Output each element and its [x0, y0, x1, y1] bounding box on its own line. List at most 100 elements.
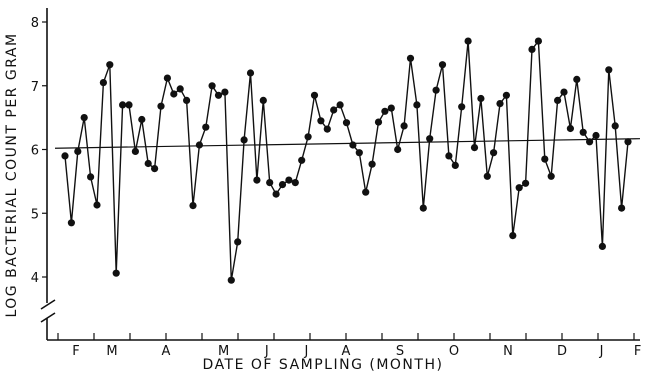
data-point	[509, 232, 517, 240]
data-point	[266, 179, 274, 187]
data-point	[362, 188, 370, 196]
data-point	[183, 96, 191, 104]
y-tick-label: 7	[31, 80, 39, 95]
data-point	[125, 101, 133, 109]
data-point	[419, 204, 427, 212]
data-point	[381, 107, 389, 115]
data-point	[400, 122, 408, 130]
data-point	[221, 88, 229, 96]
data-point	[618, 204, 626, 212]
data-point	[515, 184, 523, 192]
data-point	[285, 176, 293, 184]
data-point	[522, 179, 530, 187]
data-point	[278, 181, 287, 189]
data-point	[541, 155, 549, 163]
data-point	[330, 106, 338, 114]
data-point	[432, 86, 440, 94]
data-point	[317, 117, 325, 125]
data-point	[502, 91, 510, 99]
data-point	[195, 141, 203, 149]
data-point	[163, 74, 171, 82]
data-point	[342, 119, 351, 127]
data-point	[387, 104, 395, 112]
x-tick-label: F	[72, 344, 79, 359]
data-point	[80, 114, 88, 122]
data-point	[605, 66, 613, 74]
y-tick-label: 8	[31, 16, 39, 31]
data-point	[87, 173, 95, 181]
y-tick-label: 6	[31, 144, 39, 159]
data-point	[547, 172, 555, 180]
data-point	[119, 101, 127, 109]
data-point	[151, 165, 159, 173]
axis-break-lower	[40, 312, 56, 323]
data-point	[368, 160, 376, 168]
data-point	[438, 61, 447, 69]
data-point	[534, 37, 543, 45]
data-point	[426, 135, 434, 143]
axis-break-upper	[40, 299, 56, 310]
data-point	[323, 125, 331, 133]
data-point	[240, 136, 248, 144]
data-point	[413, 101, 421, 109]
data-point	[349, 141, 357, 149]
x-tick-label: F	[634, 344, 641, 359]
data-point	[336, 101, 344, 109]
data-point	[490, 149, 498, 157]
x-tick-label: J	[264, 344, 269, 359]
data-point	[394, 145, 402, 154]
x-tick-label: A	[162, 344, 171, 359]
x-tick-label: D	[557, 344, 567, 359]
data-point	[298, 156, 306, 164]
data-point	[131, 147, 139, 155]
data-point	[624, 138, 632, 146]
data-point	[470, 144, 479, 152]
data-point	[74, 147, 82, 155]
data-point	[374, 118, 383, 126]
data-point	[272, 190, 280, 198]
data-point	[144, 159, 152, 168]
data-point	[406, 54, 415, 62]
trend-line	[54, 138, 641, 149]
y-axis-title: LOG BACTERIAL COUNT PER GRAM	[4, 32, 20, 317]
x-tick-label: J	[303, 344, 308, 359]
x-tick-label: M	[106, 344, 117, 359]
data-point	[496, 100, 504, 108]
data-point	[573, 75, 581, 83]
chart-axes	[40, 8, 640, 341]
y-tick-label: 5	[31, 207, 39, 222]
data-point	[246, 69, 255, 77]
data-point	[189, 202, 197, 210]
x-tick-label: A	[342, 344, 351, 359]
x-axis-title: DATE OF SAMPLING (MONTH)	[203, 357, 444, 373]
data-point	[99, 79, 107, 87]
data-point	[477, 94, 485, 103]
data-point	[291, 179, 299, 187]
data-point	[253, 176, 261, 184]
data-point	[138, 115, 146, 124]
data-point	[483, 172, 491, 180]
y-ticks: 4 5 6 7 8	[31, 16, 47, 286]
data-point	[208, 82, 216, 90]
data-point	[259, 96, 267, 104]
data-point	[598, 242, 607, 250]
data-point	[592, 131, 600, 140]
data-point	[227, 276, 235, 284]
data-point	[157, 102, 165, 110]
data-point	[310, 91, 319, 99]
x-tick-label: O	[449, 344, 459, 359]
data-point	[554, 96, 562, 104]
data-point	[528, 45, 536, 54]
data-point	[579, 128, 587, 136]
data-points	[61, 37, 632, 284]
data-point	[464, 37, 472, 45]
data-point	[214, 91, 223, 99]
y-tick-label: 4	[31, 271, 39, 286]
x-tick-label: N	[503, 344, 513, 359]
x-tick-label: S	[396, 344, 404, 359]
data-point	[61, 152, 69, 160]
data-point	[458, 103, 466, 111]
data-point	[451, 161, 459, 169]
data-point	[566, 124, 575, 133]
